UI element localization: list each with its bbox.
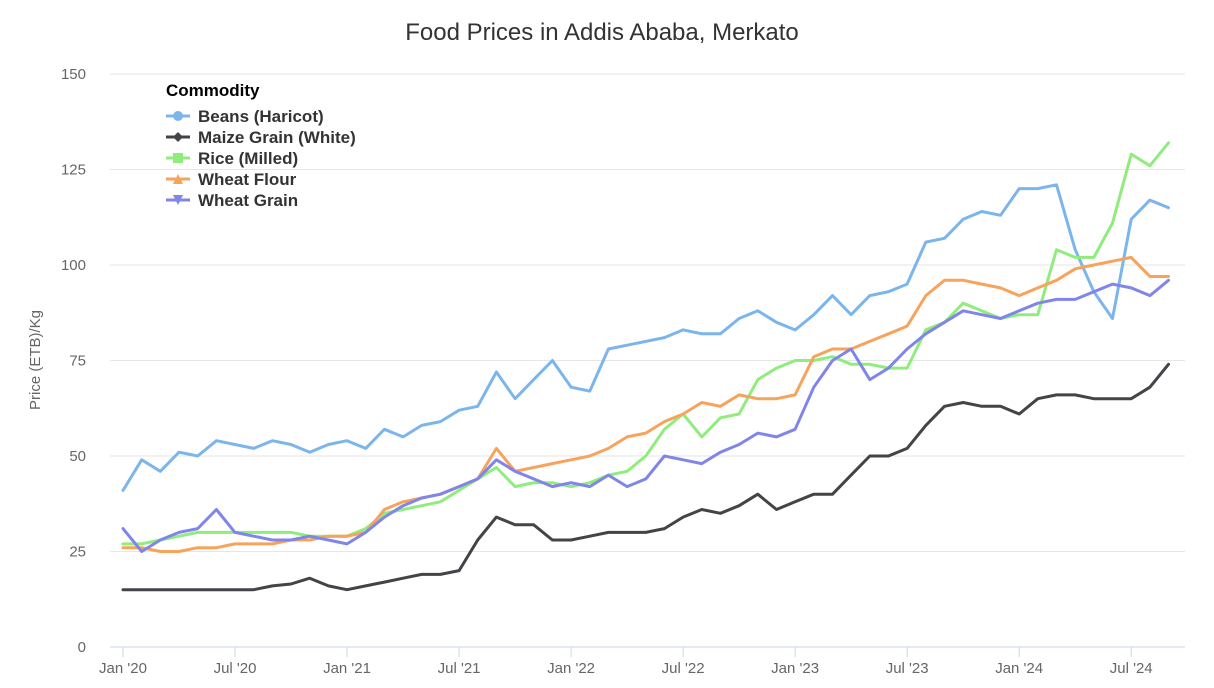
series-line-beans-haricot [121,183,1170,492]
diamond-marker-icon [173,132,183,142]
y-tick-label: 100 [61,257,86,274]
legend-item-wheat-grain[interactable]: Wheat Grain [166,191,298,210]
x-tick-label: Jan '23 [771,660,819,677]
y-axis-ticks: 0 25 50 75 100 125 150 [61,66,86,656]
series-line-wheat-flour [121,255,1170,553]
x-tick-label: Jul '22 [662,660,705,677]
legend-item-maize-grain-white[interactable]: Maize Grain (White) [166,128,356,147]
legend-title: Commodity [166,81,260,100]
legend: Commodity Beans (Haricot) Maize Grain (Wh… [166,81,356,210]
triangle-marker-icon [173,174,183,184]
x-tick-label: Jan '24 [995,660,1043,677]
y-tick-label: 0 [78,639,86,656]
legend-label: Maize Grain (White) [198,128,356,147]
legend-label: Rice (Milled) [198,149,298,168]
y-axis-title: Price (ETB)/Kg [27,310,44,410]
square-marker-icon [173,153,183,163]
legend-label: Wheat Flour [198,170,297,189]
x-tick-label: Jan '21 [323,660,371,677]
y-tick-label: 50 [69,448,86,465]
y-tick-label: 25 [69,544,86,561]
x-axis-ticks: Jan '20 Jul '20 Jan '21 Jul '21 Jan '22 Jul '… [99,647,1153,677]
x-tick-label: Jan '20 [99,660,147,677]
x-tick-label: Jul '20 [214,660,257,677]
legend-item-rice-milled[interactable]: Rice (Milled) [166,149,298,168]
chart-title: Food Prices in Addis Ababa, Merkato [405,19,799,46]
series-lines [121,141,1170,592]
x-tick-label: Jul '24 [1110,660,1153,677]
legend-label: Wheat Grain [198,191,298,210]
y-tick-label: 150 [61,66,86,83]
y-tick-label: 75 [69,353,86,370]
legend-item-wheat-flour[interactable]: Wheat Flour [166,170,297,189]
x-tick-label: Jan '22 [547,660,595,677]
circle-marker-icon [173,111,183,121]
x-tick-label: Jul '23 [886,660,929,677]
legend-item-beans-haricot[interactable]: Beans (Haricot) [166,107,324,126]
series-line-wheat-grain [121,278,1170,553]
series-line-maize-grain-white [121,362,1170,592]
legend-label: Beans (Haricot) [198,107,324,126]
x-tick-label: Jul '21 [438,660,481,677]
triangle-down-marker-icon [173,195,183,205]
y-tick-label: 125 [61,162,86,179]
